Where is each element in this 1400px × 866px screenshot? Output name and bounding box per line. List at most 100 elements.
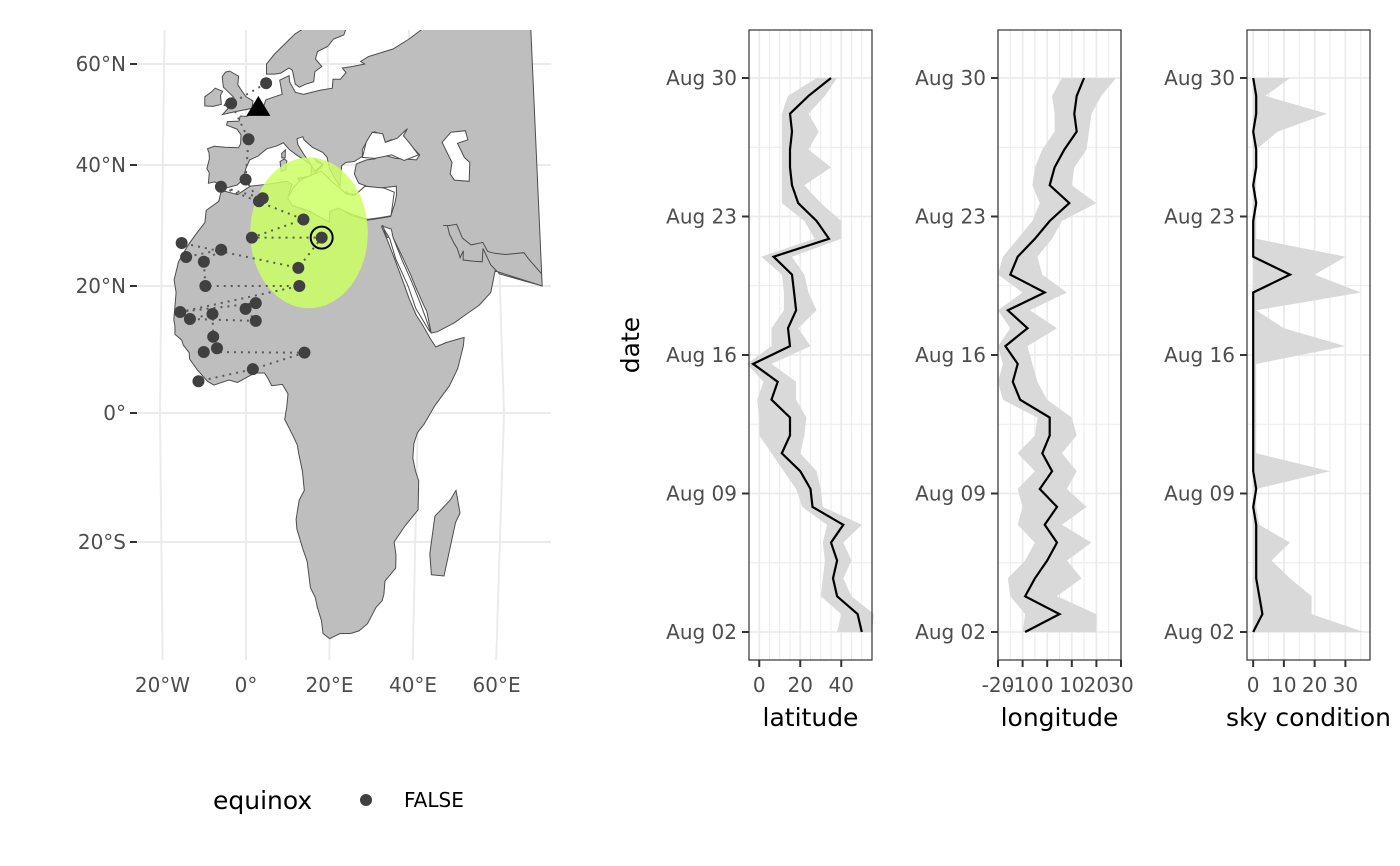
position-point [215,243,228,256]
highlight-region [250,157,368,309]
median-line [750,77,863,633]
position-point [239,173,252,186]
x-tick-label: -10 [1006,673,1039,697]
date-tick-label: Aug 23 [1164,205,1235,229]
legend-title: equinox [213,786,312,815]
uncertainty-ribbon [998,78,1117,632]
panel-sky-condition: Aug 02 Aug 09 Aug 16 Aug 23 Aug 30 0 10 20 30 sky… [1164,29,1391,732]
date-tick-label: Aug 02 [1164,620,1235,644]
position-point [183,313,196,326]
position-point [210,342,223,355]
panel-border [997,29,1122,661]
x-tick-label: 30 [1333,673,1358,697]
scandinavia-land [266,30,347,88]
x-axis-title: longitude [1001,703,1119,732]
position-point [197,255,210,268]
meridian-line [158,30,166,660]
date-tick-label: Aug 30 [915,66,986,90]
median-line [1003,77,1086,633]
position-point [197,346,210,359]
date-tick-label: Aug 23 [666,205,737,229]
panel-border [748,29,873,661]
position-point [245,231,258,244]
legend-point-icon [360,794,372,806]
date-tick-label: Aug 30 [1164,66,1235,90]
position-point [192,375,205,388]
date-tick-label: Aug 02 [915,620,986,644]
caspian-sea [441,130,471,182]
position-point [292,261,305,274]
date-tick-label: Aug 02 [666,620,737,644]
position-point [174,306,187,319]
position-point [175,237,188,250]
position-point [207,330,220,343]
x-tick-label: 10 [1059,673,1084,697]
lat-tick-label: 60°N [76,52,126,76]
black-sea [361,128,420,162]
x-tick-label: 0 [753,673,766,697]
position-point [180,250,193,263]
date-tick-label: Aug 16 [666,343,737,367]
position-point [249,297,262,310]
date-tick-label: Aug 16 [1164,343,1235,367]
lat-tick-label: 20°S [78,530,126,554]
x-axis-title: latitude [763,703,859,732]
red-sea [381,225,432,333]
lat-tick-label: 20°N [76,274,126,298]
position-point [206,307,219,320]
legend: equinox FALSE [213,786,464,815]
x-tick-label: 20 [1084,673,1109,697]
focus-ring-marker [309,225,334,250]
date-tick-label: Aug 16 [915,343,986,367]
britain-land [221,70,254,116]
x-tick-label: -20 [982,673,1015,697]
lon-tick-label: 20°W [135,673,190,697]
position-point [199,280,212,292]
corsica-land [281,148,286,159]
x-tick-label: 10 [1271,673,1296,697]
position-point [256,192,269,205]
median-line [1252,77,1293,633]
madagascar-land [429,488,461,577]
x-tick-label: 20 [1302,673,1327,697]
position-point [239,302,252,315]
lat-tick-label: 0° [103,401,126,425]
position-point [315,231,328,244]
y-axis-title: date [616,317,645,373]
lon-tick-label: 60°E [473,673,521,697]
x-tick-label: 0 [1247,673,1260,697]
position-point [260,77,273,90]
lat-tick-label: 40°N [76,153,126,177]
ireland-land [204,87,224,107]
uncertainty-ribbon [1253,78,1364,632]
x-tick-label: 30 [1108,673,1133,697]
x-tick-label: 20 [788,673,813,697]
lon-tick-label: 40°E [389,673,437,697]
position-point [249,314,262,327]
date-tick-label: Aug 09 [1164,482,1235,506]
panel-latitude: Aug 02 Aug 09 Aug 16 Aug 23 Aug 30 0 20 40 latit… [616,29,874,732]
date-tick-label: Aug 09 [666,482,737,506]
position-point [246,363,259,376]
panel-longitude: Aug 02 Aug 09 Aug 16 Aug 23 Aug 30 -20-10 0 10 2… [915,29,1134,732]
position-point [242,133,255,146]
position-point [297,213,310,226]
position-point [214,180,227,193]
position-point [293,280,306,292]
legend-label: FALSE [404,788,464,812]
lon-tick-label: 0° [235,673,258,697]
lon-tick-label: 20°E [305,673,353,697]
date-tick-label: Aug 23 [915,205,986,229]
x-axis-title: sky condition [1226,703,1391,732]
panel-border [1246,29,1371,661]
map-panel: 60°N 40°N 20°N 0° 20°S 20°W 0° 20°E 40°E 60°E [76,30,551,697]
deployment-site-marker [246,95,271,116]
timeseries-panels: Aug 02 Aug 09 Aug 16 Aug 23 Aug 30 0 20 40 latit… [616,29,1391,732]
x-tick-label: 40 [829,673,854,697]
date-tick-label: Aug 09 [915,482,986,506]
position-point [225,97,238,110]
x-tick-label: 0 [1041,673,1054,697]
position-point [298,346,311,359]
date-tick-label: Aug 30 [666,66,737,90]
